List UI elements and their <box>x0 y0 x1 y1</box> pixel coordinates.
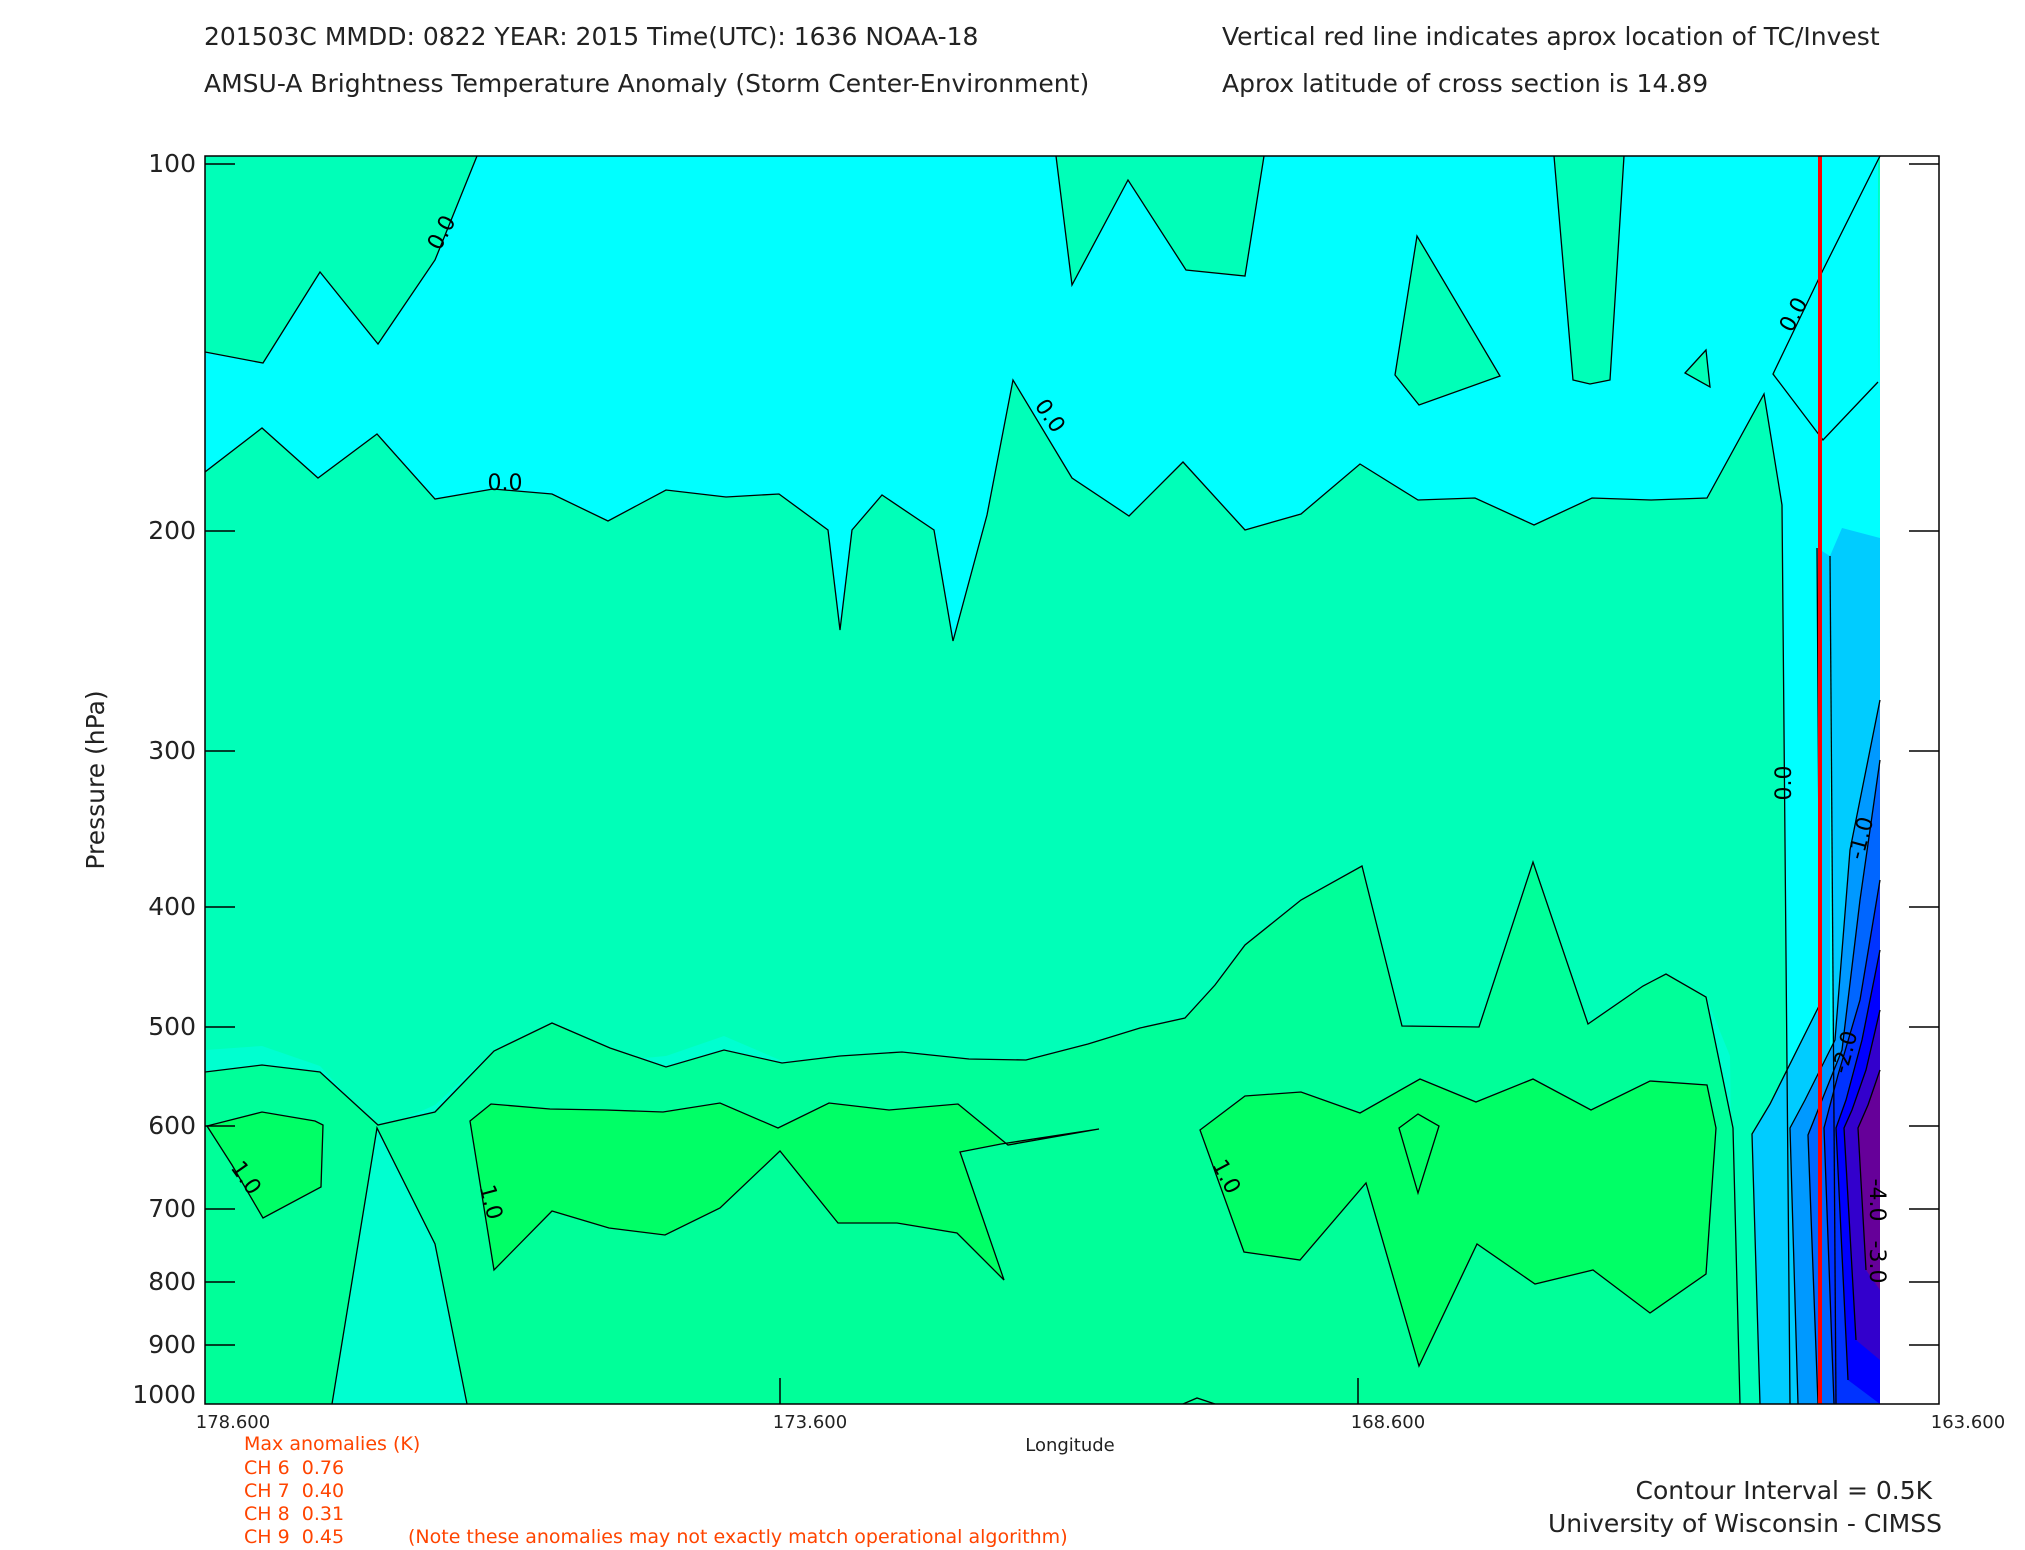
field-green-spike2 <box>1554 156 1624 384</box>
anomalies-note: (Note these anomalies may not exactly ma… <box>408 1526 1068 1548</box>
plot-area: 0.0 0.0 0.0 0.0 0.0 -1.0 1.0 1.0 1.0 -2.… <box>205 156 1939 1404</box>
anomaly-row: CH 7 0.40 <box>244 1480 344 1502</box>
field-green-spike1 <box>1395 236 1500 405</box>
x-tick-label: 168.600 <box>1351 1412 1425 1433</box>
contour-line <box>205 1111 324 1219</box>
contour-interval: Contour Interval = 0.5K <box>1636 1476 1933 1505</box>
contour-label: 0.0 <box>488 471 523 496</box>
credit: University of Wisconsin - CIMSS <box>1548 1509 1942 1538</box>
y-tick-label: 100 <box>148 149 196 178</box>
field-green-strong-1 <box>207 1112 323 1218</box>
contour-line <box>1829 555 1837 1404</box>
contour-line <box>205 859 1741 1404</box>
field-green-strong-3 <box>1200 1079 1716 1366</box>
x-tick-label: 178.600 <box>196 1412 270 1433</box>
contour-line <box>205 378 1791 1404</box>
y-tick-label: 700 <box>148 1194 196 1223</box>
contour-label: 0.0 <box>1772 766 1797 801</box>
contour-line <box>331 1125 468 1404</box>
contour-label: -4.0 <box>1864 1179 1889 1222</box>
contour-line <box>205 156 478 364</box>
field-purple <box>1858 1070 1880 1290</box>
field-green-top-mid <box>1056 156 1264 285</box>
contour-line <box>1055 156 1265 288</box>
x-tick-label: 173.600 <box>773 1412 847 1433</box>
contour-line <box>469 1102 1100 1281</box>
contour-line <box>1394 234 1501 406</box>
y-tick-label: 800 <box>148 1267 196 1296</box>
y-axis-title: Pressure (hPa) <box>81 690 110 869</box>
y-tick-label: 900 <box>148 1330 196 1359</box>
y-axis: 100 200 300 400 500 600 700 800 900 1000 <box>132 149 1939 1409</box>
plot-frame <box>204 155 1940 1405</box>
header-line1-left: 201503C MMDD: 0822 YEAR: 2015 Time(UTC):… <box>204 22 978 51</box>
contour-line <box>1199 1078 1717 1368</box>
y-tick-label: 1000 <box>132 1380 196 1409</box>
x-tick-label: 163.600 <box>1931 1412 2005 1433</box>
x-axis-title: Longitude <box>1025 1435 1115 1456</box>
contour-line <box>1843 1009 1881 1341</box>
contour-line <box>1772 156 1881 442</box>
no-data-strip <box>1880 156 1939 1404</box>
contour-label: -3.0 <box>1864 1241 1889 1284</box>
contour-line <box>1857 1069 1881 1271</box>
anomaly-row: CH 8 0.31 <box>244 1503 344 1525</box>
header-line2-right: Aprox latitude of cross section is 14.89 <box>1222 69 1708 98</box>
contour-line <box>1823 879 1881 1404</box>
field-green-spike3 <box>1685 350 1710 387</box>
anomaly-row: CH 6 0.76 <box>244 1457 344 1479</box>
header-line2-left: AMSU-A Brightness Temperature Anomaly (S… <box>204 69 1089 98</box>
contour-line <box>1807 759 1881 1404</box>
y-tick-label: 300 <box>148 736 196 765</box>
y-tick-label: 400 <box>148 892 196 921</box>
contour-line <box>1835 949 1881 1381</box>
max-anomalies-block: Max anomalies (K) CH 6 0.76 CH 7 0.40 CH… <box>244 1433 1068 1548</box>
y-tick-label: 600 <box>148 1111 196 1140</box>
anomalies-title: Max anomalies (K) <box>244 1433 420 1455</box>
contour-line <box>1398 1113 1440 1196</box>
contour-line <box>1553 156 1625 385</box>
anomaly-row: CH 9 0.45 <box>244 1526 344 1548</box>
contour-lines <box>205 156 1881 1404</box>
x-axis: 178.600 173.600 168.600 163.600 <box>196 1378 2005 1433</box>
field-green-top-left <box>205 156 477 363</box>
contour-line <box>1683 348 1711 389</box>
field-green-strong-2 <box>470 1103 1099 1280</box>
contour-line <box>1182 1397 1216 1404</box>
field-green-strong-4 <box>1399 1114 1439 1193</box>
y-tick-label: 200 <box>148 516 196 545</box>
y-tick-label: 500 <box>148 1012 196 1041</box>
header-line1-right: Vertical red line indicates aprox locati… <box>1222 22 1880 51</box>
